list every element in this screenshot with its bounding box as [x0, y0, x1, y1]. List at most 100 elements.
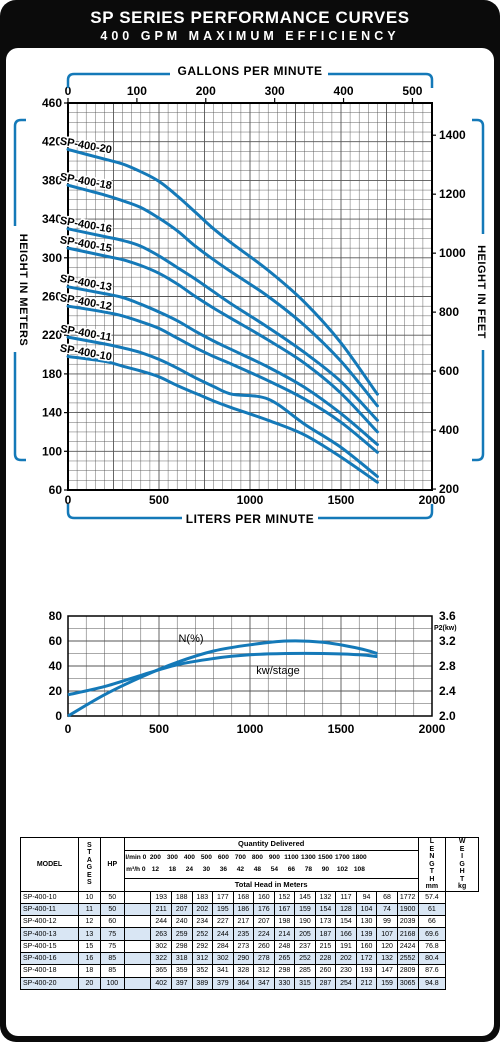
curve-sp-400-15 [66, 246, 379, 434]
row-head: 186 [232, 902, 255, 917]
row-head: 172 [355, 951, 378, 966]
eff-y-tick-label: 40 [49, 659, 63, 673]
row-head: 202 [335, 951, 357, 966]
flow-value: 90 [321, 866, 330, 874]
row-head: 292 [191, 939, 214, 953]
row-model: SP-400-10 [20, 890, 79, 904]
row-head: 278 [253, 951, 275, 966]
right-axis-bracket [472, 118, 485, 462]
row-head: 230 [335, 964, 357, 978]
row-hp: 100 [99, 976, 125, 990]
eff-x-tick-label: 1500 [328, 722, 355, 736]
row-head: 207 [170, 902, 193, 917]
header: SP SERIES PERFORMANCE CURVES 400 GPM MAX… [0, 0, 500, 48]
row-head: 315 [294, 976, 316, 990]
row-model: SP-400-11 [20, 902, 79, 917]
eff-y-tick-label: 0 [55, 709, 62, 723]
x-axis-title: LITERS PER MINUTE [186, 512, 315, 526]
row-head: 365 [150, 964, 172, 978]
row-head: 187 [314, 927, 337, 941]
table-row: SP-400-10 10 50 193 188 183 177 168 160 152 145 132… [20, 890, 479, 904]
left-axis-bracket [13, 118, 26, 462]
eff-plot-border [67, 615, 433, 717]
top-axis-tick-label: 300 [265, 84, 285, 98]
row-model: SP-400-13 [20, 927, 79, 941]
row-head: 132 [314, 890, 337, 904]
row-length: 1772 [396, 890, 419, 904]
row-head: 74 [376, 902, 398, 917]
curve-sp-400-10 [66, 355, 379, 484]
row-head: 248 [273, 939, 296, 953]
row-model: SP-400-12 [20, 915, 79, 929]
row-head: 263 [150, 927, 172, 941]
row-head [123, 951, 152, 966]
main-y-tick-label: 340 [42, 212, 62, 226]
top-axis-tick-label: 100 [127, 84, 147, 98]
main-x-tick-label: 1000 [237, 493, 264, 507]
row-head: 347 [253, 976, 275, 990]
row-head: 227 [212, 915, 234, 929]
right-axis-tick-label: 200 [439, 482, 459, 496]
row-head [123, 939, 152, 953]
main-y-tick-label: 300 [42, 251, 62, 265]
flow-value: 30 [202, 866, 211, 874]
row-hp: 60 [99, 915, 125, 929]
row-weight: 76.8 [417, 939, 447, 953]
flow-value: 108 [353, 866, 365, 874]
right-axis-tick-label: 800 [439, 305, 459, 319]
row-head: 130 [355, 915, 378, 929]
main-y-tick-label: 460 [42, 96, 62, 110]
row-stages: 10 [77, 890, 101, 904]
row-hp: 85 [99, 964, 125, 978]
row-model: SP-400-16 [20, 951, 79, 966]
performance-table: MODEL S T A G E S HP Quantity Delivered L E … [20, 837, 479, 990]
row-hp: 50 [99, 890, 125, 904]
row-stages: 16 [77, 951, 101, 966]
row-stages: 11 [77, 902, 101, 917]
curve-sp-400-12 [66, 304, 379, 454]
row-head: 322 [150, 951, 172, 966]
row-length: 2039 [396, 915, 419, 929]
table-row: SP-400-15 15 75 302 298 292 284 273 260 248 237 215… [20, 939, 479, 953]
eff-right-tick-label: 2.8 [439, 659, 456, 673]
eff-x-tick-label: 1000 [237, 722, 264, 736]
row-head: 290 [232, 951, 255, 966]
row-head: 284 [212, 939, 234, 953]
eff-y-tick-label: 80 [49, 609, 63, 623]
row-head: 285 [294, 964, 316, 978]
row-head: 195 [212, 902, 234, 917]
row-weight: 66 [417, 915, 447, 929]
row-head: 152 [273, 890, 296, 904]
eff-x-tick-label: 0 [65, 722, 72, 736]
table-row: SP-400-12 12 60 244 240 234 227 217 207 198 190 173… [20, 915, 479, 929]
row-length: 2424 [396, 939, 419, 953]
row-head: 224 [253, 927, 275, 941]
row-head: 389 [191, 976, 214, 990]
main-x-tick-label: 500 [149, 493, 169, 507]
main-y-tick-label: 60 [49, 483, 63, 497]
curve-kw-per-stage [67, 651, 378, 697]
row-head: 260 [253, 939, 275, 953]
row-weight: 80.4 [417, 951, 447, 966]
flow-value: 600 [217, 854, 229, 862]
flow-value: 200 [149, 854, 161, 862]
row-hp: 75 [99, 927, 125, 941]
col-stages: S T A G E S [77, 837, 101, 892]
curve-sp-400-13 [66, 285, 379, 446]
row-head: 198 [273, 915, 296, 929]
row-head: 183 [191, 890, 214, 904]
right-axis-title: HEIGHT IN FEET [475, 245, 487, 339]
row-head: 240 [170, 915, 193, 929]
row-head [123, 890, 152, 904]
flow-value: 1700 [335, 854, 350, 862]
row-head: 341 [212, 964, 234, 978]
row-model: SP-400-18 [20, 964, 79, 978]
row-weight: 57.4 [417, 890, 447, 904]
row-head: 193 [150, 890, 172, 904]
row-head: 312 [253, 964, 275, 978]
row-weight: 94.8 [417, 976, 447, 990]
eff-y-tick-label: 20 [49, 684, 63, 698]
page-subtitle: 400 GPM MAXIMUM EFFICIENCY [100, 29, 400, 43]
row-head: 273 [232, 939, 255, 953]
col-length: L E N G T H mm [417, 837, 447, 892]
